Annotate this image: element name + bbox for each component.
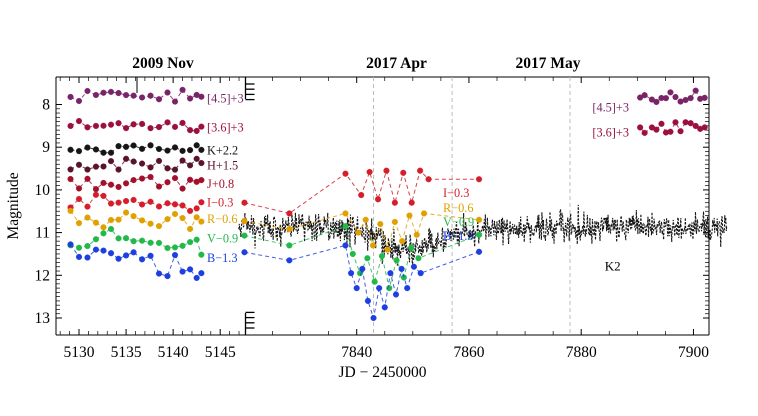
svg-text:7860: 7860 [453, 344, 484, 361]
svg-text:2017 May: 2017 May [515, 55, 580, 72]
svg-text:8: 8 [42, 97, 50, 114]
svg-text:R−0.6: R−0.6 [207, 212, 238, 226]
svg-text:7840: 7840 [341, 344, 372, 361]
svg-text:K+2.2: K+2.2 [207, 143, 238, 157]
svg-text:[4.5]+3: [4.5]+3 [207, 92, 244, 106]
svg-text:10: 10 [35, 182, 51, 199]
svg-text:[4.5]+3: [4.5]+3 [592, 101, 629, 115]
svg-text:5130: 5130 [64, 344, 95, 361]
svg-text:B−1.3: B−1.3 [207, 251, 238, 265]
svg-text:5140: 5140 [158, 344, 189, 361]
svg-text:5145: 5145 [205, 344, 236, 361]
svg-text:7880: 7880 [566, 344, 597, 361]
svg-text:B−1.3: B−1.3 [443, 229, 474, 243]
svg-text:2017 Apr: 2017 Apr [366, 55, 427, 72]
svg-text:9: 9 [42, 139, 50, 156]
svg-text:2009 Nov: 2009 Nov [132, 55, 194, 72]
svg-text:V−0.9: V−0.9 [443, 215, 474, 229]
svg-text:Magnitude: Magnitude [5, 172, 22, 239]
svg-text:[3.6]+3: [3.6]+3 [207, 121, 244, 135]
svg-text:12: 12 [35, 267, 51, 284]
svg-text:7900: 7900 [678, 344, 709, 361]
svg-text:[3.6]+3: [3.6]+3 [592, 126, 629, 140]
svg-text:11: 11 [35, 225, 50, 242]
svg-text:V−0.9: V−0.9 [207, 231, 238, 245]
svg-text:R−0.6: R−0.6 [443, 201, 474, 215]
svg-text:5135: 5135 [111, 344, 142, 361]
svg-text:I−0.3: I−0.3 [207, 196, 233, 210]
svg-text:I−0.3: I−0.3 [443, 186, 469, 200]
svg-text:JD − 2450000: JD − 2450000 [339, 364, 427, 381]
svg-text:H+1.5: H+1.5 [207, 158, 238, 172]
svg-text:K2: K2 [605, 259, 621, 274]
svg-text:13: 13 [35, 310, 51, 327]
svg-text:J+0.8: J+0.8 [207, 177, 234, 191]
